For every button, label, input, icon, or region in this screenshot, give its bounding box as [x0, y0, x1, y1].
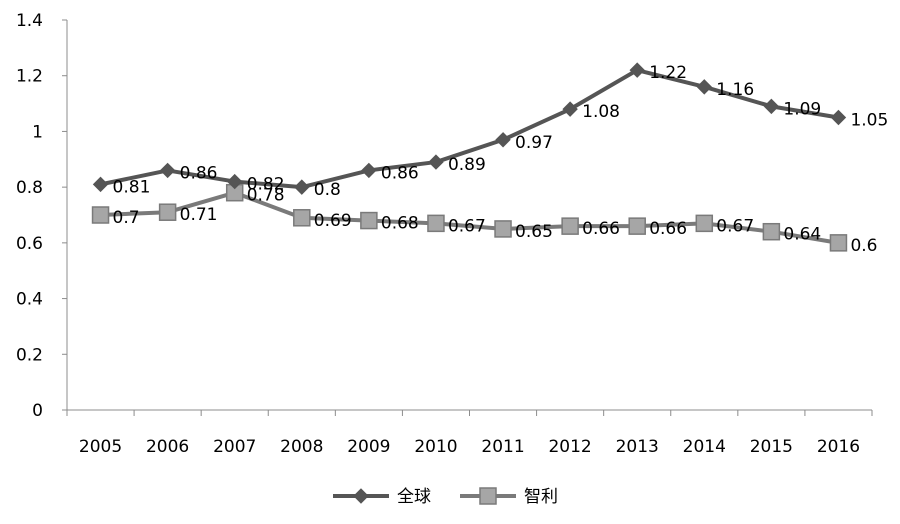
data-label-global: 0.82 — [247, 175, 285, 195]
marker-chile — [829, 234, 848, 252]
data-label-global: 0.81 — [113, 177, 151, 197]
marker-global — [428, 154, 444, 170]
data-label-chile: 0.67 — [716, 216, 754, 236]
marker-chile — [628, 217, 646, 235]
data-label-global: 1.05 — [850, 111, 888, 131]
x-tick-label: 2008 — [280, 437, 323, 457]
y-tick-label: 0 — [32, 401, 43, 421]
data-label-chile: 0.78 — [247, 186, 285, 206]
y-tick-label: 0.8 — [16, 178, 43, 198]
marker-global — [294, 179, 310, 195]
y-tick-label: 1.2 — [16, 67, 43, 87]
legend-marker-global — [353, 488, 369, 504]
marker-global — [92, 176, 109, 193]
data-label-chile: 0.67 — [448, 216, 486, 236]
data-label-chile: 0.68 — [381, 214, 419, 234]
legend-label-chile: 智利 — [524, 487, 558, 507]
marker-global — [629, 62, 645, 78]
data-label-chile: 0.66 — [582, 219, 620, 239]
data-label-global: 0.8 — [314, 180, 341, 200]
y-tick-label: 0.4 — [16, 290, 43, 310]
data-label-chile: 0.7 — [113, 208, 140, 228]
x-tick-label: 2014 — [683, 437, 726, 457]
data-label-chile: 0.6 — [850, 236, 877, 256]
data-label-chile: 0.65 — [515, 222, 553, 242]
y-tick-label: 1 — [32, 122, 43, 142]
x-tick-label: 2007 — [213, 437, 256, 457]
marker-chile — [91, 206, 110, 224]
marker-chile — [158, 203, 177, 221]
y-tick-label: 0.6 — [16, 234, 43, 254]
data-label-global: 0.86 — [180, 163, 218, 183]
marker-global — [562, 101, 578, 117]
marker-chile — [494, 220, 512, 238]
marker-global — [361, 162, 377, 179]
series-line-chile — [100, 190, 839, 245]
marker-global — [830, 109, 847, 126]
legend-label-global: 全球 — [397, 487, 431, 507]
x-tick-label: 2016 — [817, 437, 860, 457]
marker-global — [227, 173, 243, 190]
x-tick-label: 2015 — [750, 437, 793, 457]
data-label-chile: 0.64 — [783, 225, 821, 245]
data-label-global: 0.97 — [515, 133, 553, 153]
marker-global — [495, 132, 511, 148]
y-tick-label: 0.2 — [16, 345, 43, 365]
legend-marker-chile — [479, 487, 497, 505]
data-label-global: 0.89 — [448, 155, 486, 175]
data-label-chile: 0.69 — [314, 211, 352, 231]
x-tick-label: 2009 — [347, 437, 390, 457]
x-tick-label: 2005 — [79, 437, 122, 457]
marker-chile — [293, 209, 311, 227]
marker-global — [159, 162, 176, 179]
x-tick-label: 2006 — [146, 437, 189, 457]
y-tick-label: 1.4 — [16, 11, 43, 31]
data-label-global: 1.16 — [716, 80, 754, 100]
data-label-global: 1.09 — [783, 99, 821, 119]
data-label-chile: 0.71 — [180, 205, 218, 225]
data-label-global: 1.22 — [649, 63, 687, 83]
marker-chile — [427, 214, 445, 233]
series-line-global — [100, 68, 839, 190]
marker-chile — [695, 214, 714, 233]
marker-chile — [360, 211, 378, 230]
marker-global — [696, 79, 712, 95]
marker-global — [763, 98, 780, 115]
x-tick-label: 2011 — [481, 437, 524, 457]
marker-chile — [561, 217, 579, 235]
data-label-global: 1.08 — [582, 102, 620, 122]
x-tick-label: 2010 — [414, 437, 457, 457]
data-label-chile: 0.66 — [649, 219, 687, 239]
x-tick-label: 2013 — [616, 437, 659, 457]
marker-chile — [762, 222, 781, 241]
data-label-global: 0.86 — [381, 163, 419, 183]
x-tick-label: 2012 — [548, 437, 591, 457]
